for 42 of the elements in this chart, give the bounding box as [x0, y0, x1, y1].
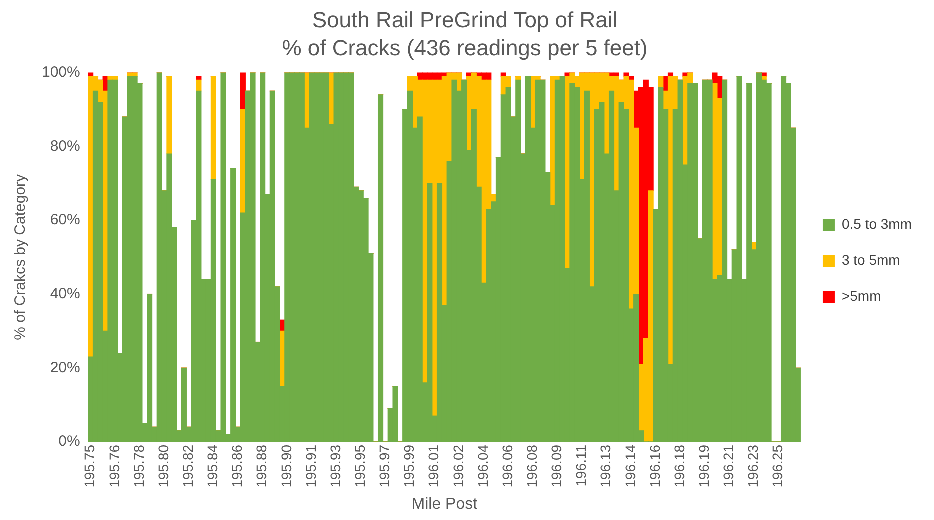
y-tick-label: 40%: [50, 285, 80, 302]
y-axis-title: % of Crakcs by Category: [12, 174, 30, 340]
x-tick-label: 196.16: [646, 444, 663, 488]
x-tick-label: 196.25: [770, 444, 786, 488]
x-tick-label: 196.09: [548, 444, 565, 488]
y-tick-label: 60%: [50, 212, 80, 229]
x-tick-label: 195.88: [254, 444, 270, 488]
x-tick-label: 196.23: [745, 444, 762, 488]
x-tick-label: 195.95: [352, 444, 368, 488]
x-tick-label: 196.04: [474, 444, 491, 488]
x-tick-label: 196.14: [622, 444, 638, 488]
x-tick-label: 196.19: [696, 444, 712, 488]
x-tick-label: 195.82: [180, 444, 196, 488]
x-tick-label: 196.21: [720, 444, 737, 488]
legend-label: 0.5 to 3mm: [842, 216, 912, 232]
x-tick-label: 195.76: [106, 444, 122, 488]
x-axis-title: Mile Post: [412, 496, 478, 513]
x-tick-label: 196.01: [426, 444, 442, 488]
x-tick-label: 195.84: [204, 444, 221, 488]
x-tick-label: 195.93: [327, 444, 344, 488]
legend-label: >5mm: [842, 288, 882, 304]
x-tick-label: 195.99: [401, 444, 418, 488]
x-tick-label: 195.78: [130, 444, 147, 488]
x-tick-label: 195.90: [278, 444, 294, 488]
legend-label: 3 to 5mm: [842, 252, 900, 268]
x-tick-label: 196.13: [598, 444, 614, 488]
x-tick-label: 195.86: [229, 444, 246, 488]
x-tick-label: 195.75: [82, 444, 98, 488]
chart-subtitle: % of Cracks (436 readings per 5 feet): [282, 36, 648, 61]
x-tick-label: 195.91: [302, 444, 319, 488]
x-tick-label: 195.80: [155, 444, 172, 488]
x-tick-label: 196.06: [499, 444, 516, 488]
x-tick-label: 196.18: [671, 444, 688, 488]
x-tick-label: 196.08: [524, 444, 540, 488]
x-tick-label: 196.11: [573, 444, 590, 487]
y-tick-label: 100%: [42, 64, 80, 81]
x-tick-label: 196.02: [450, 444, 466, 488]
chart-title: South Rail PreGrind Top of Rail: [312, 7, 618, 32]
y-tick-label: 20%: [50, 359, 80, 376]
x-tick-label: 195.97: [376, 444, 393, 488]
y-tick-label: 0%: [58, 433, 80, 450]
y-tick-label: 80%: [50, 138, 80, 155]
